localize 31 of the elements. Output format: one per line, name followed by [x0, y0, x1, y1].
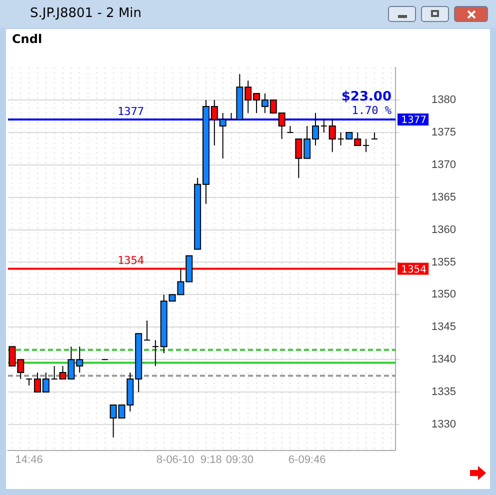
- chart-title: S.JP.J8801 - 2 Min: [30, 6, 142, 21]
- x-tick-label: 09:30: [226, 454, 254, 466]
- candlestick: [362, 138, 370, 152]
- candlestick: [320, 119, 328, 133]
- text: 1354: [401, 264, 427, 276]
- y-tick-label: 1365: [432, 191, 456, 204]
- y-tick-label: 1330: [432, 418, 456, 430]
- annotation: 1.70 %: [352, 104, 392, 117]
- candlestick: [286, 125, 294, 133]
- annotation: $23.00: [341, 89, 392, 104]
- ref-line-label: 1377: [118, 104, 144, 118]
- y-tick-label: 1335: [432, 386, 456, 398]
- x-tick-label: 6-09:46: [288, 454, 326, 466]
- y-tick-label: 1355: [432, 256, 456, 268]
- candlestick: [152, 340, 159, 367]
- y-tick-label: 1350: [432, 288, 456, 301]
- chart-subtitle: Cndl: [12, 32, 42, 46]
- y-tick-label: 1375: [432, 126, 456, 139]
- candlestick: [370, 132, 378, 140]
- y-tick-label: 1370: [432, 158, 456, 171]
- candlestick: [50, 366, 58, 380]
- y-tick-label: 1340: [432, 354, 456, 366]
- y-tick-label: 1345: [432, 321, 456, 334]
- candlestick: [144, 320, 151, 341]
- y-tick-label: 1360: [432, 224, 456, 236]
- text: 1377: [401, 115, 427, 126]
- x-tick-label: 8-06-10 9:18: [156, 454, 222, 466]
- y-tick-label: 1380: [432, 94, 456, 106]
- x-tick-label: 14:46: [15, 454, 43, 466]
- candlestick: [26, 378, 33, 386]
- ref-line-label: 1354: [118, 254, 144, 268]
